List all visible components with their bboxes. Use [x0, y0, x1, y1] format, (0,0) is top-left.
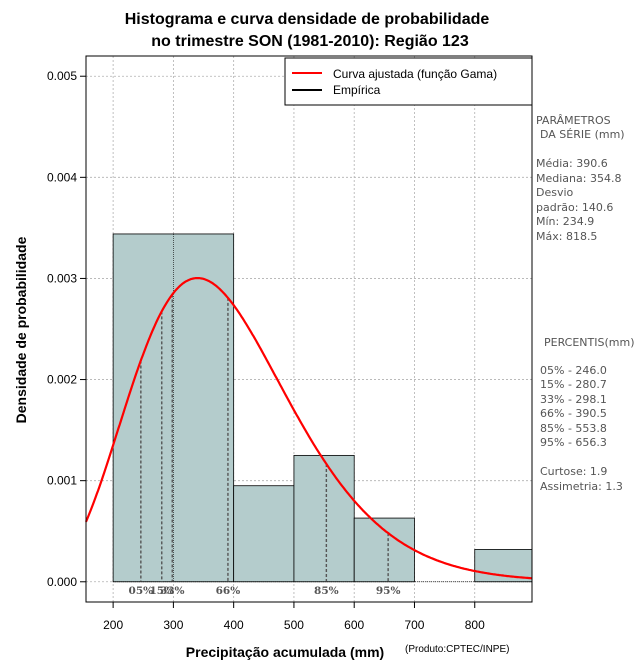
x-axis-title: Precipitação acumulada (mm) [186, 644, 384, 660]
legend: Curva ajustada (função Gama) Empírica [284, 57, 533, 106]
percentile-label: 85% [314, 585, 339, 597]
plot-frame [85, 55, 533, 603]
param-media: Média: 390.6 [536, 157, 608, 170]
y-tick-label: 0.001 [47, 474, 77, 488]
params-title-1: PARÂMETROS [536, 114, 611, 127]
percentil-05: 05% - 246.0 [540, 364, 607, 377]
percentil-85: 85% - 553.8 [540, 422, 607, 435]
x-tick-label: 300 [163, 618, 183, 632]
percentil-66: 66% - 390.5 [540, 407, 607, 420]
gamma-curve-line [84, 277, 533, 580]
x-tick-label: 600 [344, 618, 364, 632]
param-mediana: Mediana: 354.8 [536, 172, 621, 185]
param-desvio-2: padrão: 140.6 [536, 201, 613, 214]
percentile-label: 15% [149, 585, 174, 597]
side-panel-parameters: PARÂMETROS DA SÉRIE (mm) Média: 390.6 Me… [536, 114, 625, 243]
percentile-label: 05% [129, 585, 154, 597]
y-tick-label: 0.002 [47, 373, 77, 387]
histogram-bars [112, 233, 533, 583]
y-tick-label: 0.004 [47, 170, 77, 184]
param-desvio-1: Desvio [536, 186, 574, 199]
x-tick-label: 800 [465, 618, 485, 632]
param-max: Máx: 818.5 [536, 230, 597, 243]
x-tick-label: 400 [224, 618, 244, 632]
chart-title-line2: no trimestre SON (1981-2010): Região 123 [151, 33, 469, 50]
side-panel-percentiles: PERCENTIS(mm) 05% - 246.0 15% - 280.7 33… [540, 336, 635, 493]
params-title-2: DA SÉRIE (mm) [540, 128, 625, 141]
percentil-95: 95% - 656.3 [540, 436, 607, 449]
legend-label-empirical: Empírica [333, 83, 381, 97]
percentile-markers: 05%15%33% 66% 85% 95% [129, 294, 401, 597]
x-tick-label: 700 [404, 618, 424, 632]
credit-label: (Produto:CPTEC/INPE) [405, 644, 509, 655]
percentile-label: 33% [160, 585, 185, 597]
percentil-33: 33% - 298.1 [540, 393, 607, 406]
stat-curtose: Curtose: 1.9 [540, 465, 607, 478]
x-tick-label: 200 [103, 618, 123, 632]
percentis-title: PERCENTIS(mm) [544, 336, 635, 349]
legend-label-curve: Curva ajustada (função Gama) [333, 67, 497, 81]
histogram-bar [293, 454, 355, 583]
y-axis-ticks: 0.000 0.001 0.002 0.003 0.004 0.005 [47, 69, 86, 589]
legend-box [284, 57, 533, 106]
y-tick-label: 0.005 [47, 69, 77, 83]
percentil-15: 15% - 280.7 [540, 378, 607, 391]
percentile-label: 66% [216, 585, 241, 597]
gamma-curve [84, 277, 533, 580]
histogram-bar [353, 517, 415, 583]
stat-assimetria: Assimetria: 1.3 [540, 480, 623, 493]
y-tick-label: 0.003 [47, 271, 77, 285]
y-axis-title: Densidade de probabilidade [13, 236, 29, 423]
histogram-bar [233, 485, 295, 583]
chart-title-line1: Histograma e curva densidade de probabil… [125, 11, 490, 28]
x-tick-label: 500 [284, 618, 304, 632]
y-tick-label: 0.000 [47, 575, 77, 589]
x-axis-ticks: 200 300 400 500 600 700 800 [103, 602, 485, 632]
percentile-label: 95% [376, 585, 401, 597]
param-min: Mín: 234.9 [536, 215, 594, 228]
